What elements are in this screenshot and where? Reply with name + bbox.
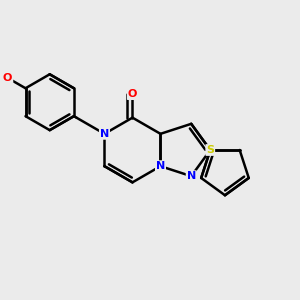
Text: N: N	[187, 171, 196, 181]
Text: O: O	[3, 73, 12, 83]
Text: N: N	[156, 161, 165, 171]
Text: O: O	[128, 89, 137, 99]
Text: S: S	[206, 145, 214, 155]
Text: N: N	[100, 129, 109, 139]
